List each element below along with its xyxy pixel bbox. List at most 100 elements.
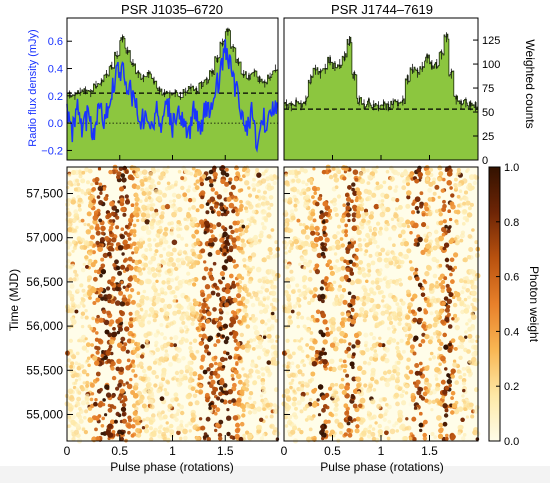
photon-dot: [398, 216, 404, 223]
photon-dot: [175, 193, 182, 199]
photon-dot: [181, 356, 186, 361]
photon-dot: [236, 246, 241, 251]
photon-dot: [224, 302, 230, 308]
photon-dot: [177, 169, 182, 174]
photon-dot: [101, 416, 105, 421]
photon-dot: [384, 430, 389, 436]
photon-dot: [164, 227, 168, 232]
photon-dot: [189, 216, 193, 221]
photon-dot: [350, 394, 356, 400]
photon-dot: [368, 228, 373, 233]
photon-dot: [260, 319, 265, 325]
photon-dot: [183, 196, 189, 202]
photon-dot: [449, 257, 455, 263]
photon-dot: [295, 200, 300, 205]
photon-dot: [140, 365, 144, 370]
photon-dot: [329, 342, 336, 348]
photon-dot: [213, 343, 218, 347]
photon-dot: [97, 185, 103, 192]
photon-dot: [469, 174, 475, 180]
photon-dot: [472, 429, 478, 436]
photon-dot: [194, 229, 200, 235]
photon-dot: [366, 235, 371, 239]
photon-dot: [122, 294, 126, 298]
photon-dot: [263, 190, 267, 195]
photon-dot: [76, 288, 80, 292]
photon-dot: [269, 279, 273, 284]
photon-dot: [234, 433, 240, 439]
photon-dot: [151, 413, 156, 418]
photon-dot: [373, 311, 379, 317]
photon-dot: [100, 257, 105, 262]
photon-dot: [334, 212, 339, 217]
photon-dot: [184, 311, 190, 317]
photon-dot: [460, 290, 465, 295]
photon-dot: [247, 257, 253, 263]
photon-dot: [233, 369, 239, 375]
photon-dot: [111, 394, 115, 399]
photon-dot: [298, 262, 302, 266]
photon-dot: [192, 393, 198, 399]
photon-dot: [155, 374, 159, 379]
photon-dot: [449, 201, 455, 207]
photon-dot: [187, 421, 192, 426]
photon-dot: [180, 176, 185, 181]
photon-dot: [313, 191, 317, 195]
photon-dot: [139, 307, 144, 311]
photon-dot: [176, 263, 182, 269]
photon-dot: [411, 202, 416, 206]
photon-dot: [467, 234, 473, 239]
photon-dot: [228, 191, 233, 196]
photon-dot: [90, 182, 94, 186]
photon-dot: [218, 308, 223, 312]
photon-dot: [204, 344, 210, 350]
photon-dot: [308, 269, 313, 274]
photon-dot: [404, 333, 409, 338]
photon-dot: [260, 398, 265, 403]
photon-dot: [272, 360, 277, 364]
photon-dot: [154, 340, 159, 345]
photon-dot: [395, 198, 400, 203]
photon-dot: [79, 300, 85, 306]
photon-dot: [258, 309, 264, 315]
photon-dot: [297, 288, 302, 293]
photon-dot: [174, 180, 178, 185]
photon-dot: [91, 250, 96, 255]
photon-dot: [81, 427, 86, 432]
photon-dot: [319, 286, 324, 291]
photon-dot: [248, 405, 252, 409]
photon-dot: [207, 381, 211, 385]
photon-dot: [104, 236, 110, 241]
photon-dot: [355, 296, 360, 301]
photon-dot: [359, 247, 363, 252]
photon-dot: [218, 280, 223, 285]
photon-dot: [261, 433, 266, 437]
photon-dot: [84, 337, 88, 341]
photon-dot: [350, 298, 356, 304]
photon-dot: [238, 300, 244, 306]
photon-dot: [78, 418, 84, 424]
photon-dot: [275, 437, 280, 441]
photon-dot: [437, 338, 442, 343]
photon-dot: [163, 388, 168, 392]
photon-dot: [419, 368, 424, 372]
photon-dot: [402, 349, 406, 354]
photon-dot: [222, 323, 228, 329]
photon-dot: [160, 298, 165, 303]
photon-dot: [112, 331, 118, 337]
photon-dot: [145, 339, 149, 344]
photon-dot: [292, 304, 297, 309]
photon-dot: [147, 314, 152, 318]
photon-dot: [268, 174, 275, 180]
photon-dot: [385, 403, 389, 407]
photon-dot: [471, 228, 475, 232]
photon-dot: [362, 318, 367, 323]
photon-dot: [114, 300, 121, 306]
photon-dot: [269, 338, 275, 344]
photon-dot: [131, 359, 136, 364]
photon-dot: [370, 346, 374, 351]
photon-dot: [314, 225, 320, 232]
photon-dot: [98, 287, 104, 292]
photon-dot: [86, 401, 90, 405]
photon-dot: [310, 297, 315, 303]
